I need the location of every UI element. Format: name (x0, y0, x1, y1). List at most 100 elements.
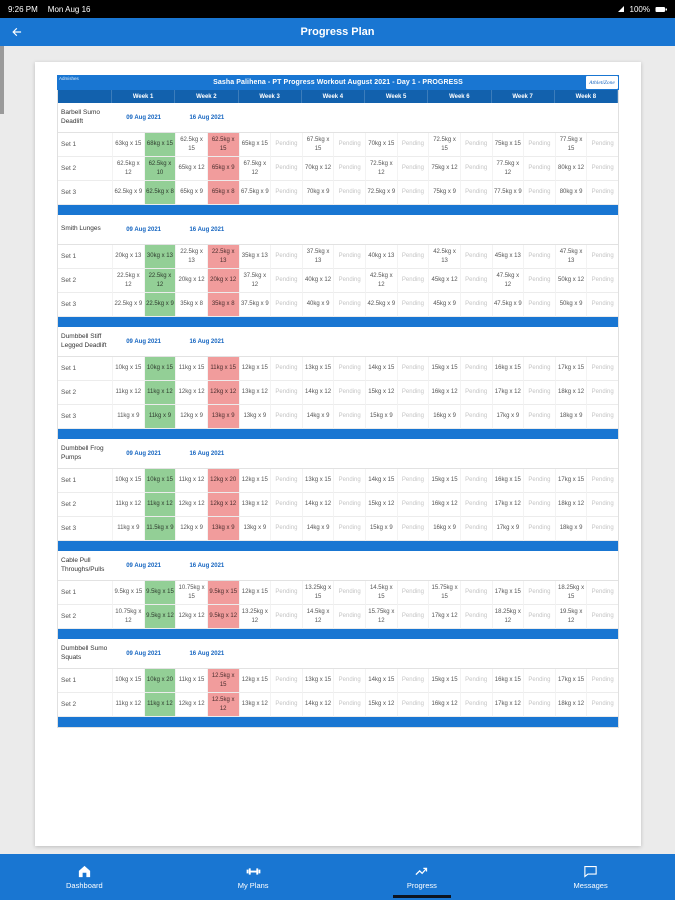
plan-cell: 15kg x 9 (365, 517, 397, 541)
week-header: Week 5 (365, 90, 429, 103)
nav-item-dashboard[interactable]: Dashboard (0, 854, 169, 900)
set-label: Set 3 (58, 293, 112, 317)
plan-cell: 80kg x 12 (554, 157, 587, 181)
exercise-name: Barbell Sumo Deadlift (58, 103, 112, 133)
plan-cell: 16kg x 15 (491, 469, 524, 493)
dumbbell-icon (246, 868, 260, 875)
pending-cell: Pending (459, 669, 492, 693)
plan-cell: 18kg x 12 (554, 493, 587, 517)
pending-cell: Pending (396, 405, 429, 429)
week-header: Week 3 (238, 90, 302, 103)
plan-cell: 47.5kg x 9 (491, 293, 524, 317)
nav-label-my-plans: My Plans (237, 881, 269, 890)
plan-cell: 20kg x 13 (112, 245, 144, 269)
week-header: Week 4 (301, 90, 365, 103)
plan-cell: 18kg x 12 (554, 693, 587, 717)
plan-cell: 15kg x 12 (365, 381, 397, 405)
exercise-separator (58, 317, 618, 327)
pending-cell: Pending (333, 293, 365, 317)
actual-cell: 35kg x 8 (206, 293, 239, 317)
pending-cell: Pending (270, 381, 302, 405)
plan-cell: 16kg x 9 (428, 405, 460, 429)
plan-cell: 42.5kg x 12 (365, 269, 397, 293)
pending-cell: Pending (523, 693, 555, 717)
exercise-date-week2: 16 Aug 2021 (175, 103, 239, 133)
exercise-date-week1: 09 Aug 2021 (112, 215, 176, 245)
actual-cell: 13kg x 9 (206, 405, 239, 429)
nav-item-my-plans[interactable]: My Plans (169, 854, 338, 900)
set-label: Set 1 (58, 245, 112, 269)
pending-cell: Pending (523, 293, 555, 317)
plan-cell: 70kg x 12 (301, 157, 334, 181)
pending-cell: Pending (396, 493, 429, 517)
actual-cell: 30kg x 13 (143, 245, 176, 269)
plan-cell: 12kg x 15 (238, 357, 271, 381)
week-header-spacer (58, 90, 112, 103)
exercise-date-week2: 16 Aug 2021 (175, 215, 239, 245)
report-title: Sasha Palihena - PT Progress Workout Aug… (213, 79, 463, 86)
pending-cell: Pending (586, 381, 618, 405)
pending-cell: Pending (523, 605, 555, 629)
plan-cell: 67.5kg x 9 (238, 181, 271, 205)
plan-cell: 12kg x 15 (238, 469, 271, 493)
plan-cell: 12kg x 15 (238, 669, 271, 693)
set-label: Set 1 (58, 133, 112, 157)
plan-cell: 17kg x 15 (554, 669, 587, 693)
pending-cell: Pending (586, 181, 618, 205)
pending-cell: Pending (586, 157, 618, 181)
exercise-date-week1: 09 Aug 2021 (112, 439, 176, 469)
pending-cell: Pending (333, 605, 365, 629)
exercise-name: Dumbbell Sumo Squats (58, 639, 112, 669)
plan-cell: 37.5kg x 9 (238, 293, 271, 317)
plan-cell: 14.5kg x 15 (365, 581, 397, 605)
nav-item-messages[interactable]: Messages (506, 854, 675, 900)
plan-cell: 75kg x 9 (428, 181, 460, 205)
plan-cell: 9.5kg x 15 (112, 581, 144, 605)
nav-label-messages: Messages (573, 881, 608, 890)
exercise-name: Cable Pull Throughs/Pulls (58, 551, 112, 581)
plan-cell: 65kg x 15 (238, 133, 271, 157)
pending-cell: Pending (396, 245, 429, 269)
plan-cell: 45kg x 9 (428, 293, 460, 317)
pending-cell: Pending (396, 605, 429, 629)
plan-cell: 11kg x 15 (175, 669, 207, 693)
set-label: Set 1 (58, 357, 112, 381)
back-button[interactable] (10, 23, 28, 41)
plan-cell: 13kg x 15 (301, 669, 334, 693)
scrollbar[interactable] (0, 46, 4, 114)
pending-cell: Pending (523, 381, 555, 405)
plan-cell: 14kg x 9 (301, 517, 334, 541)
set-label: Set 2 (58, 693, 112, 717)
pending-cell: Pending (459, 269, 492, 293)
plan-cell: 15kg x 12 (365, 493, 397, 517)
plan-cell: 17kg x 9 (491, 405, 524, 429)
week-header: Week 7 (491, 90, 555, 103)
plan-cell: 67.5kg x 15 (301, 133, 334, 157)
battery-icon (655, 6, 667, 12)
actual-cell: 10kg x 20 (143, 669, 176, 693)
plan-cell: 40kg x 12 (301, 269, 334, 293)
nav-item-progress[interactable]: Progress (338, 854, 507, 900)
actual-cell: 11kg x 12 (143, 693, 176, 717)
pending-cell: Pending (270, 693, 302, 717)
actual-cell: 65kg x 8 (206, 181, 239, 205)
pending-cell: Pending (523, 181, 555, 205)
plan-cell: 42.5kg x 13 (428, 245, 460, 269)
plan-cell: 16kg x 15 (491, 357, 524, 381)
exercise-separator (58, 205, 618, 215)
plan-cell: 65kg x 9 (175, 181, 207, 205)
plan-cell: 62.5kg x 12 (112, 157, 144, 181)
pending-cell: Pending (523, 517, 555, 541)
pending-cell: Pending (459, 381, 492, 405)
plan-cell: 17kg x 12 (428, 605, 460, 629)
exercise-date-week1: 09 Aug 2021 (112, 327, 176, 357)
plan-cell: 62.5kg x 9 (112, 181, 144, 205)
exercise-name-filler (238, 439, 618, 469)
set-label: Set 3 (58, 405, 112, 429)
plan-cell: 20kg x 12 (175, 269, 207, 293)
pending-cell: Pending (270, 157, 302, 181)
pending-cell: Pending (586, 405, 618, 429)
actual-cell: 13kg x 9 (206, 517, 239, 541)
pending-cell: Pending (333, 157, 365, 181)
